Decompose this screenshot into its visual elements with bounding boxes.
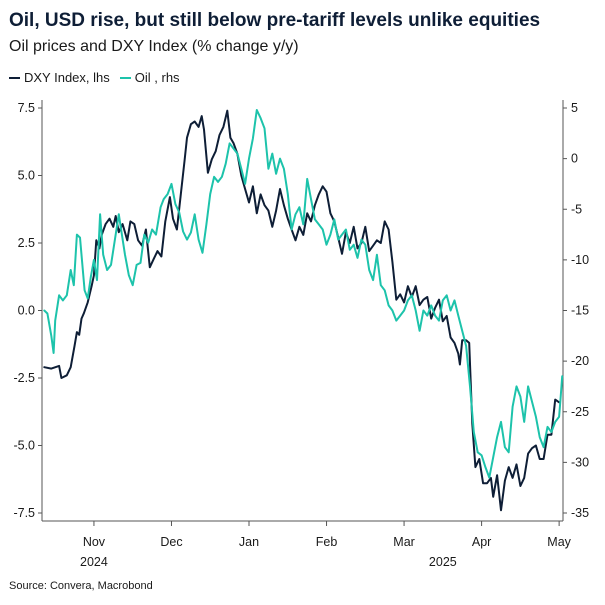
x-tick-label: May	[547, 535, 571, 549]
legend-item-dxy: DXY Index, lhs	[9, 70, 110, 85]
x-tick-label: Nov	[83, 535, 106, 549]
legend-swatch-dxy	[9, 76, 20, 79]
x-year-label: 2024	[80, 555, 108, 569]
x-tick-label: Feb	[316, 535, 338, 549]
y-tick-label-right: -10	[571, 253, 589, 267]
source-note: Source: Convera, Macrobond	[9, 580, 153, 592]
y-tick-label-left: 0.0	[18, 304, 35, 318]
y-tick-label-left: -2.5	[13, 371, 35, 385]
y-tick-label-right: 0	[571, 152, 578, 166]
y-tick-label-right: -5	[571, 202, 582, 216]
x-tick-label: Mar	[393, 535, 415, 549]
legend: DXY Index, lhs Oil , rhs	[9, 70, 190, 85]
series-line-dxy	[43, 109, 561, 512]
y-tick-label-right: -20	[571, 354, 589, 368]
legend-label-dxy: DXY Index, lhs	[24, 70, 110, 85]
y-tick-label-right: -35	[571, 506, 589, 520]
y-tick-label-left: 5.0	[18, 169, 35, 183]
y-tick-label-left: 7.5	[18, 101, 35, 115]
y-tick-label-right: -15	[571, 304, 589, 318]
series-line-oil	[43, 109, 564, 479]
x-tick-label: Apr	[472, 535, 491, 549]
y-tick-label-right: -25	[571, 405, 589, 419]
legend-swatch-oil	[119, 76, 131, 79]
y-tick-label-right: -30	[571, 455, 589, 469]
y-tick-label-right: 5	[571, 101, 578, 115]
x-tick-label: Dec	[160, 535, 182, 549]
x-tick-label: Jan	[239, 535, 259, 549]
chart-subtitle: Oil prices and DXY Index (% change y/y)	[9, 38, 299, 55]
y-tick-label-left: -5.0	[13, 439, 35, 453]
chart-title: Oil, USD rise, but still below pre-tarif…	[9, 10, 541, 31]
legend-label-oil: Oil , rhs	[134, 70, 180, 85]
legend-item-oil: Oil , rhs	[119, 70, 180, 85]
y-tick-label-left: 2.5	[18, 236, 35, 250]
x-year-label: 2025	[429, 555, 457, 569]
y-tick-label-left: -7.5	[13, 506, 35, 520]
